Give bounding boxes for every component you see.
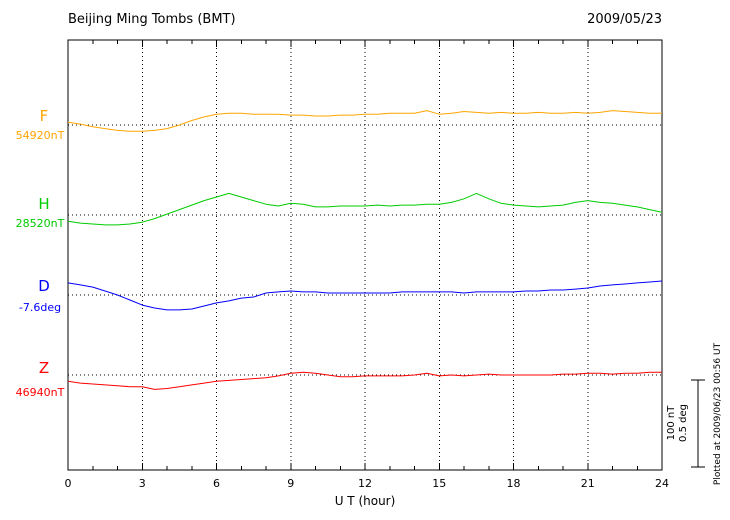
trace-letter-D: D: [38, 277, 50, 295]
trace-baseline-value-D: -7.6deg: [19, 301, 61, 314]
x-tick-label: 0: [65, 477, 72, 490]
station-title: Beijing Ming Tombs (BMT): [68, 12, 236, 27]
trace-label-H: H 28520nT: [16, 195, 65, 230]
traces: [67, 110, 663, 390]
x-tick-label: 3: [139, 477, 146, 490]
x-axis-label: U T (hour): [335, 494, 396, 508]
trace-letter-H: H: [38, 195, 49, 213]
scale-bar-nt-label: 100 nT: [666, 405, 677, 441]
trace-H: [67, 192, 663, 226]
trace-letter-F: F: [40, 107, 49, 125]
scale-bar: 100 nT 0.5 deg: [666, 379, 705, 468]
plotted-at-note: Plotted at 2009/06/23 00:56 UT: [713, 342, 723, 485]
trace-baseline-value-Z: 46940nT: [16, 386, 65, 399]
trace-letter-Z: Z: [39, 359, 49, 377]
x-tick-label: 24: [655, 477, 669, 490]
axis-ticks: 0 3 6 9 12 15 18 21 24: [65, 40, 669, 490]
gridlines: [68, 40, 662, 470]
trace-baseline-value-F: 54920nT: [16, 129, 65, 142]
scale-bar-deg-label: 0.5 deg: [678, 404, 689, 442]
x-tick-label: 9: [287, 477, 294, 490]
trace-F: [67, 110, 662, 132]
trace-Z: [67, 371, 662, 390]
x-tick-label: 18: [507, 477, 521, 490]
plot-date: 2009/05/23: [587, 12, 662, 27]
x-tick-label: 15: [432, 477, 446, 490]
x-tick-label: 6: [213, 477, 220, 490]
trace-label-D: D -7.6deg: [19, 277, 61, 314]
trace-label-Z: Z 46940nT: [16, 359, 65, 399]
trace-baseline-value-H: 28520nT: [16, 217, 65, 230]
trace-label-F: F 54920nT: [16, 107, 65, 142]
x-tick-label: 12: [358, 477, 372, 490]
trace-D: [67, 280, 663, 311]
x-tick-label: 21: [581, 477, 595, 490]
